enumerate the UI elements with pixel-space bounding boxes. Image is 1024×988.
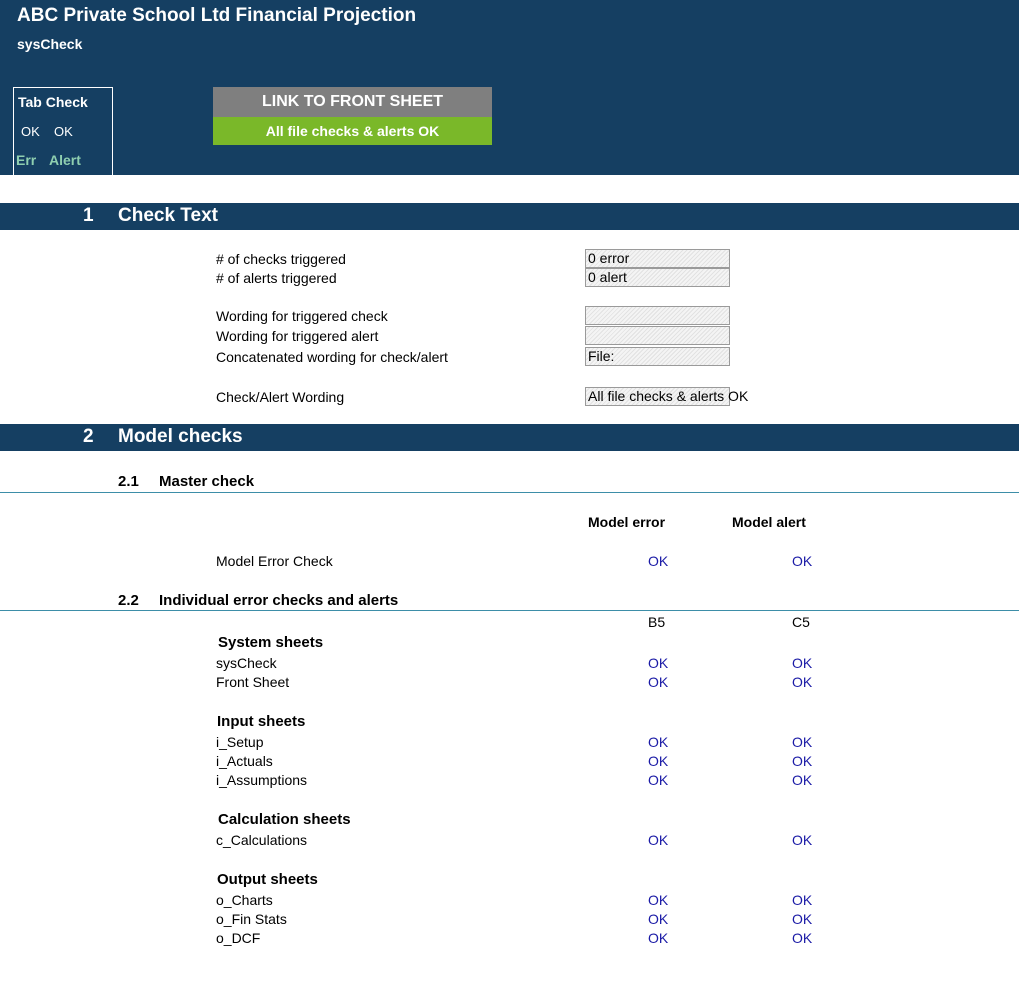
group-title-input-sheets: Input sheets xyxy=(217,713,306,730)
sheet-alert-status: OK xyxy=(792,832,813,848)
sheet-row-label: o_DCF xyxy=(216,930,261,946)
tab-check-box: Tab Check OK OK Err Alert xyxy=(13,87,113,175)
model-alert-status: OK xyxy=(792,553,813,569)
tab-check-error-status: OK xyxy=(21,124,40,139)
sheet-row-label: o_Charts xyxy=(216,892,273,908)
sheet-alert-status: OK xyxy=(792,911,813,927)
subsection-title-master-check: Master check xyxy=(159,473,255,490)
section-title: Check Text xyxy=(118,205,218,226)
checks-triggered-label: # of checks triggered xyxy=(216,251,346,267)
tab-check-title: Tab Check xyxy=(18,94,88,110)
sheet-error-status: OK xyxy=(648,753,669,769)
wording-check-cell[interactable] xyxy=(585,306,730,325)
sheet-alert-status: OK xyxy=(792,734,813,750)
checks-triggered-cell[interactable]: 0 error xyxy=(585,249,730,268)
divider xyxy=(0,610,1019,611)
sheet-error-status: OK xyxy=(648,734,669,750)
sheet-error-status: OK xyxy=(648,772,669,788)
sheet-error-status: OK xyxy=(648,911,669,927)
sheet-alert-status: OK xyxy=(792,655,813,671)
sheet-alert-status: OK xyxy=(792,753,813,769)
sheet-alert-status: OK xyxy=(792,674,813,690)
subsection-number: 2.2 xyxy=(118,592,139,609)
section-title: Model checks xyxy=(118,426,243,447)
tab-check-alert-status: OK xyxy=(54,124,73,139)
sheet-error-status: OK xyxy=(648,930,669,946)
wording-alert-cell[interactable] xyxy=(585,326,730,345)
error-cell-reference: B5 xyxy=(648,614,666,630)
group-title-output-sheets: Output sheets xyxy=(217,871,318,888)
subsection-title-individual-checks: Individual error checks and alerts xyxy=(159,592,399,609)
alert-cell-reference: C5 xyxy=(792,614,810,630)
sheet-alert-status: OK xyxy=(792,930,813,946)
sheet-row-label: o_Fin Stats xyxy=(216,911,287,927)
link-to-front-sheet-button[interactable]: LINK TO FRONT SHEET xyxy=(213,87,492,117)
sheet-error-status: OK xyxy=(648,832,669,848)
check-alert-wording-cell[interactable]: All file checks & alerts OK xyxy=(585,387,748,406)
header-banner: ABC Private School Ltd Financial Project… xyxy=(0,0,1019,175)
tab-check-err-label: Err xyxy=(16,152,37,168)
section-number: 2 xyxy=(83,426,94,447)
wording-check-label: Wording for triggered check xyxy=(216,308,388,324)
sheet-row-label: c_Calculations xyxy=(216,832,308,848)
sheet-error-status: OK xyxy=(648,892,669,908)
group-title-system-sheets: System sheets xyxy=(218,634,324,651)
sheet-alert-status: OK xyxy=(792,772,813,788)
section-number: 1 xyxy=(83,205,94,226)
divider xyxy=(0,492,1019,493)
sheet-error-status: OK xyxy=(648,674,669,690)
sheet-alert-status: OK xyxy=(792,892,813,908)
sheet-row-label: i_Setup xyxy=(216,734,264,750)
sheet-name: sysCheck xyxy=(17,36,83,52)
concatenated-wording-label: Concatenated wording for check/alert xyxy=(216,349,448,365)
column-header-model-alert: Model alert xyxy=(732,514,806,530)
model-error-check-label: Model Error Check xyxy=(216,553,333,569)
tab-check-alert-label: Alert xyxy=(49,152,81,168)
alerts-triggered-cell[interactable]: 0 alert xyxy=(585,268,730,287)
model-error-status: OK xyxy=(648,553,669,569)
section-2-header: 2 Model checks xyxy=(0,424,1019,451)
alerts-triggered-label: # of alerts triggered xyxy=(216,270,337,286)
sheet-row-label: i_Assumptions xyxy=(216,772,308,788)
sheet-row-label: sysCheck xyxy=(216,655,277,671)
group-title-calculation-sheets: Calculation sheets xyxy=(218,811,351,828)
concatenated-wording-cell[interactable]: File: xyxy=(585,347,730,366)
sheet-row-label: Front Sheet xyxy=(216,674,290,690)
subsection-number: 2.1 xyxy=(118,473,139,490)
workbook-title: ABC Private School Ltd Financial Project… xyxy=(17,5,417,26)
wording-alert-label: Wording for triggered alert xyxy=(216,328,379,344)
section-1-header: 1 Check Text xyxy=(0,203,1019,230)
sheet-error-status: OK xyxy=(648,655,669,671)
sheet-row-label: i_Actuals xyxy=(216,753,273,769)
check-alert-wording-label: Check/Alert Wording xyxy=(216,389,345,405)
column-header-model-error: Model error xyxy=(588,514,666,530)
file-check-status-banner: All file checks & alerts OK xyxy=(213,117,492,145)
